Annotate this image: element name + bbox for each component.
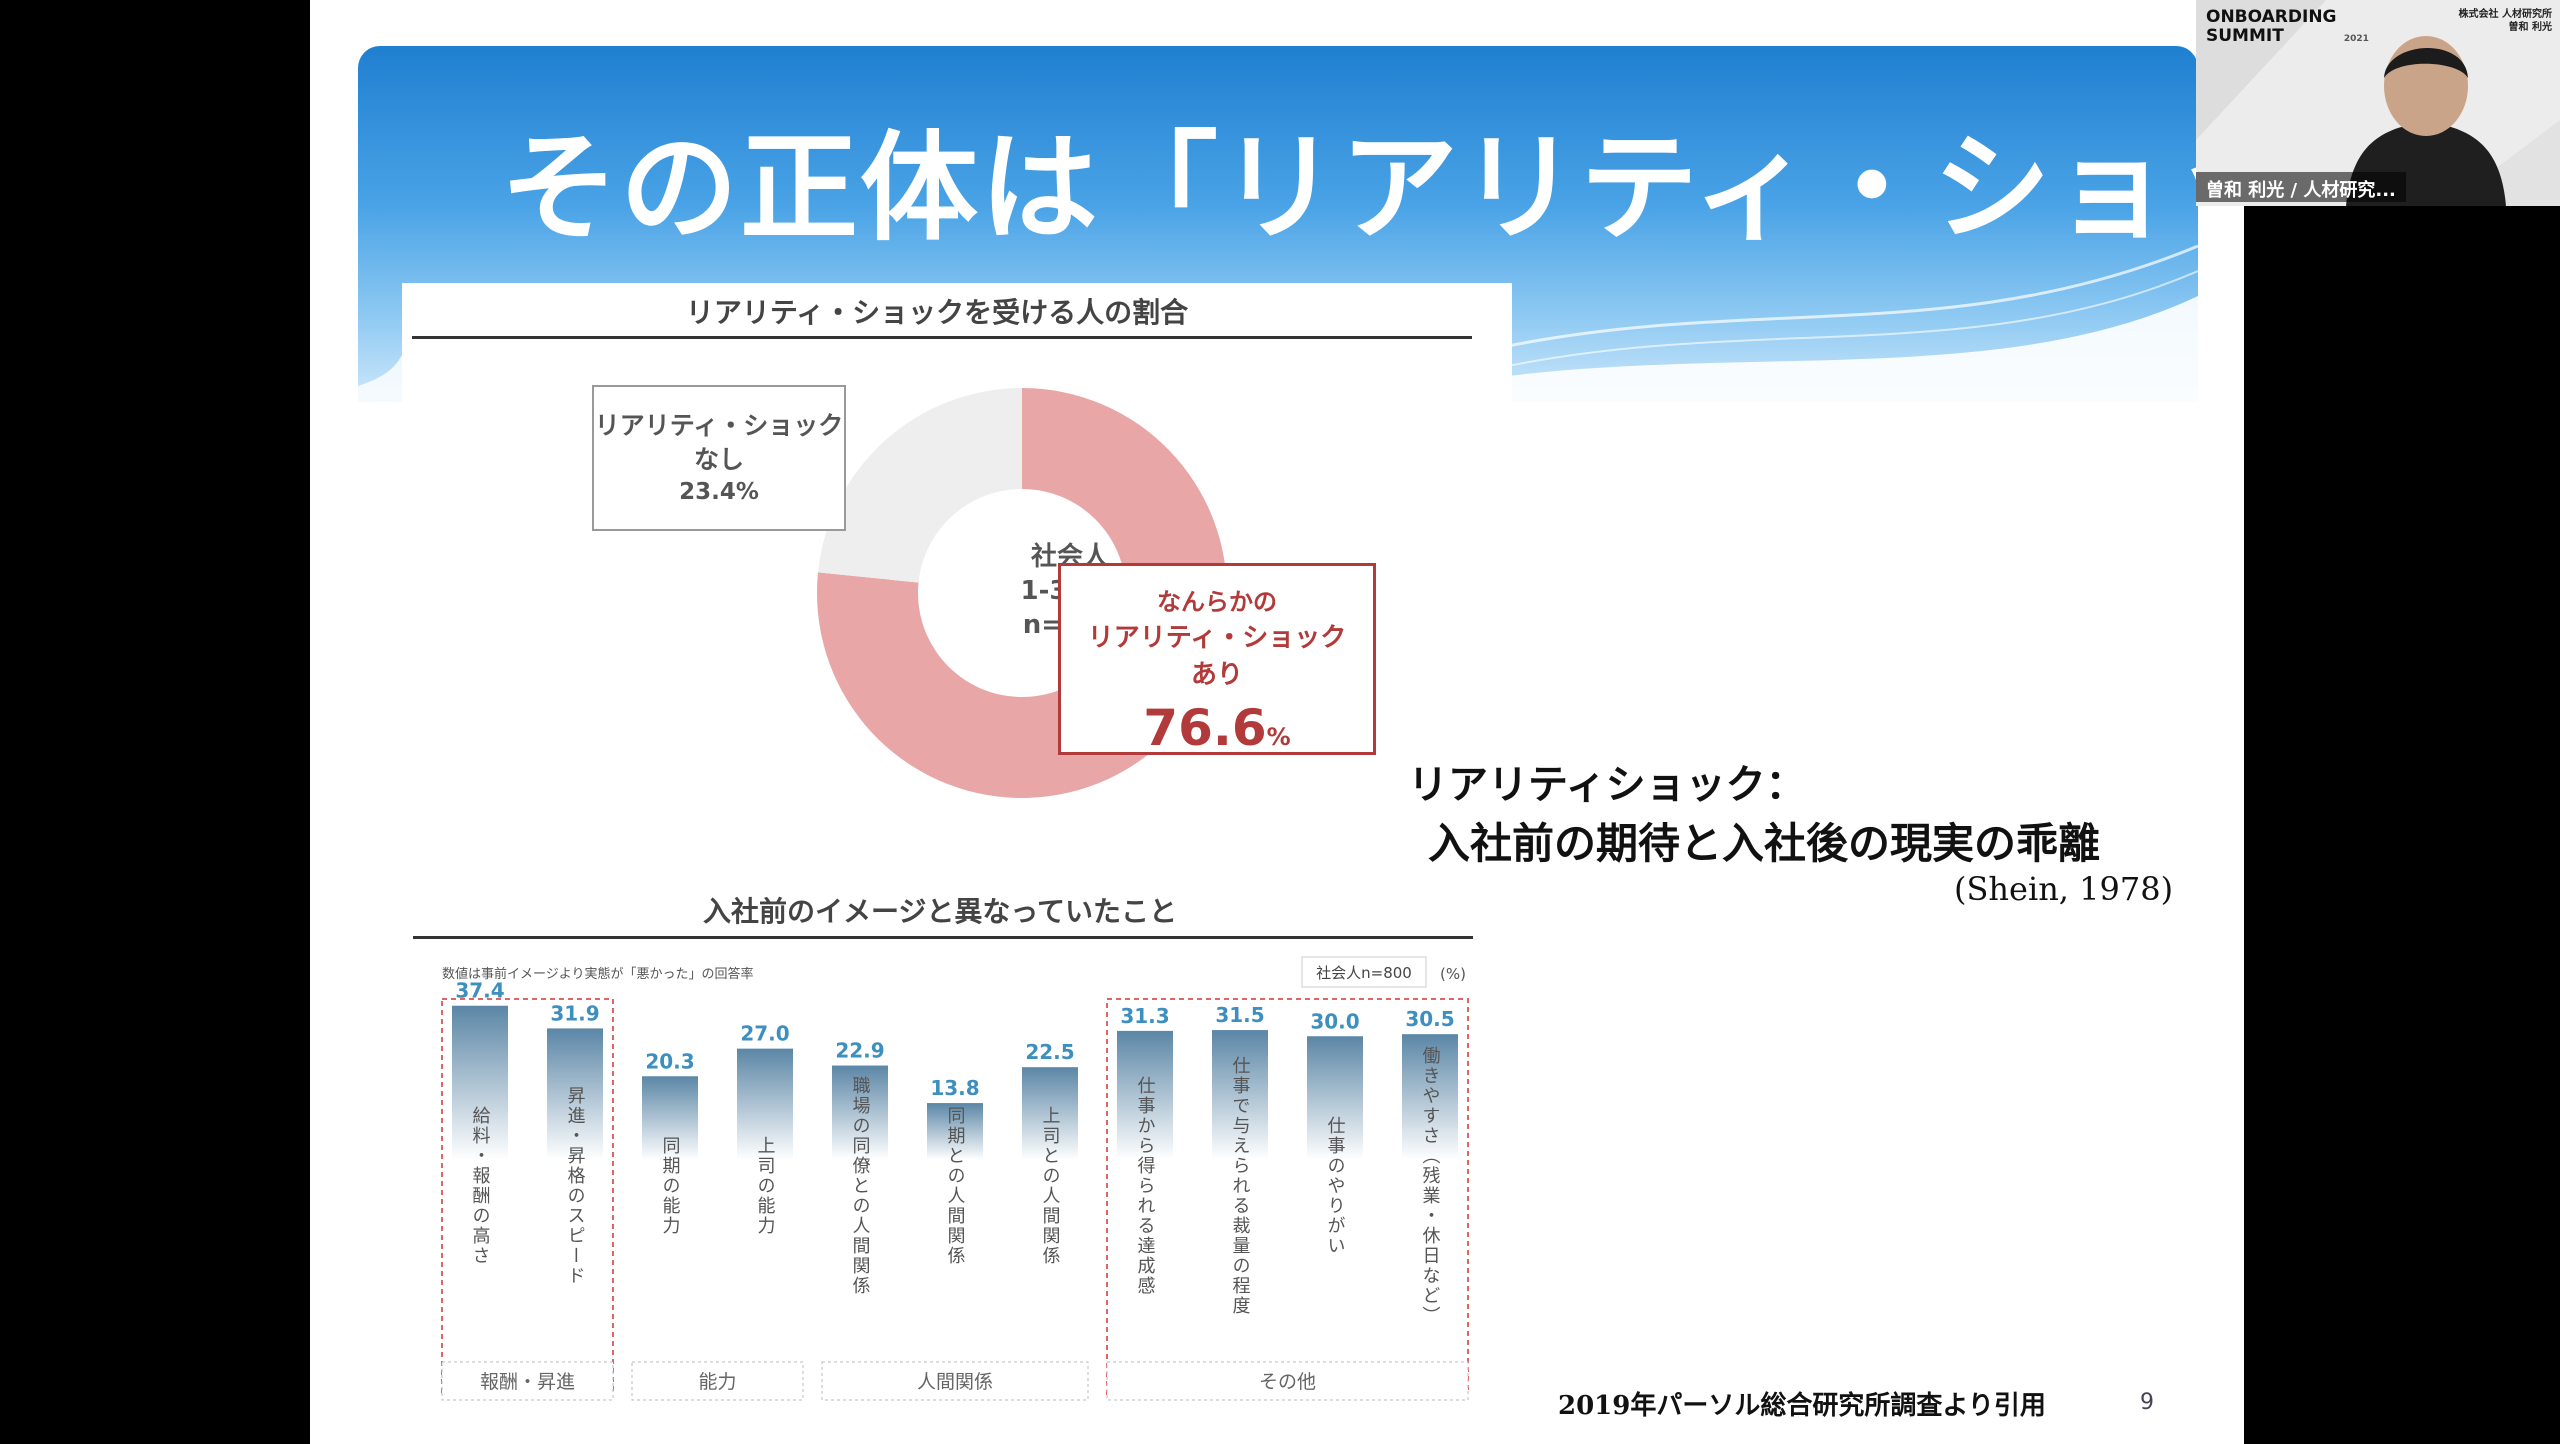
bar-value-label: 22.5 <box>1025 1040 1074 1064</box>
event-logo: ONBOARDING SUMMIT 2021 <box>2206 8 2369 45</box>
sample-box <box>1301 956 1427 988</box>
no-shock-callout: リアリティ・ショック なし 23.4% <box>592 385 846 531</box>
category-label: 同期との人間関係 <box>945 1106 966 1266</box>
no-shock-label-2: なし <box>693 444 744 474</box>
bar <box>1212 1030 1268 1160</box>
bar-value-label: 22.9 <box>835 1039 884 1063</box>
bar <box>452 1005 508 1160</box>
category-label: 昇進・昇格のスピード <box>565 1086 586 1286</box>
heading-rule <box>412 336 1472 339</box>
bar-value-label: 31.3 <box>1120 1004 1169 1028</box>
shock-callout: なんらかの リアリティ・ショック あり 76.6% <box>1058 563 1376 757</box>
event-line-2: SUMMIT <box>2206 25 2284 46</box>
definition-source: (Shein, 1978) <box>1954 870 2174 908</box>
bar <box>737 1048 793 1160</box>
event-year: 2021 <box>2343 33 2369 44</box>
group-box-reward <box>441 1361 614 1401</box>
bar-value-label: 20.3 <box>645 1049 694 1073</box>
group-box-ability <box>631 1361 804 1401</box>
group-label-other: その他 <box>1259 1371 1316 1393</box>
group-box-other <box>1106 1361 1469 1401</box>
bar-value-label: 31.5 <box>1215 1003 1264 1027</box>
participant-name-bar: 曽和 利光 / 人材研究... <box>2196 172 2406 202</box>
category-label: 職場の同僚との人間関係 <box>850 1076 871 1296</box>
bar <box>1402 1034 1458 1160</box>
unit-label: (%) <box>1440 965 1466 983</box>
group-label-reward: 報酬・昇進 <box>480 1371 575 1393</box>
bar <box>832 1065 888 1160</box>
shock-label-2: リアリティ・ショック <box>1087 623 1347 653</box>
group-box-relations <box>821 1361 1089 1401</box>
presentation-slide: その正体は「リアリティ・ショック」 リアリティ・ショックを受ける人の割合 社会人… <box>310 0 2244 1444</box>
speaker-video[interactable]: ONBOARDING SUMMIT 2021 株式会社 人材研究所 曽和 利光 曽… <box>2196 0 2560 206</box>
bar-value-label: 30.0 <box>1310 1009 1359 1033</box>
bar <box>1117 1030 1173 1160</box>
bar <box>642 1076 698 1160</box>
sample-size: 社会人n=800 <box>1316 964 1412 982</box>
bar-value-label: 13.8 <box>930 1076 979 1100</box>
group-label-relations: 人間関係 <box>917 1371 993 1393</box>
shock-value: 76.6 <box>1143 699 1267 757</box>
category-label: 働きやすさ（残業・休日など） <box>1420 1046 1441 1326</box>
bar <box>1307 1036 1363 1160</box>
company-name: 株式会社 人材研究所 <box>2458 9 2552 20</box>
bar-value-label: 37.4 <box>455 979 504 1003</box>
category-label: 上司の能力 <box>755 1136 776 1236</box>
event-line-1: ONBOARDING <box>2206 7 2337 27</box>
shock-label-1: なんらかの <box>1157 588 1277 616</box>
category-label: 上司との人間関係 <box>1040 1106 1061 1266</box>
no-shock-percent: 23.4% <box>679 478 759 505</box>
category-label: 仕事から得られる達成感 <box>1135 1076 1156 1296</box>
event-line-2-row: SUMMIT 2021 <box>2206 25 2369 46</box>
bar-heading-rule <box>413 936 1473 939</box>
bar-value-label: 27.0 <box>740 1022 789 1046</box>
citation: 2019年パーソル総合研究所調査より引用 <box>1558 1391 2046 1421</box>
bar-value-label: 30.5 <box>1405 1007 1454 1031</box>
group-label-ability: 能力 <box>698 1371 736 1393</box>
speaker-small-name: 曽和 利光 <box>2508 22 2552 33</box>
slide-title: その正体は「リアリティ・ショック」 <box>500 118 2244 257</box>
definition-term: リアリティショック： <box>1408 761 1806 808</box>
definition-meaning: 入社前の期待と入社後の現実の乖離 <box>1428 819 2101 868</box>
no-shock-label-1: リアリティ・ショック <box>594 411 844 440</box>
speaker-hair <box>2384 47 2468 78</box>
category-label: 給料・報酬の高さ <box>470 1106 491 1266</box>
bar <box>547 1028 603 1160</box>
shock-label-3: あり <box>1190 660 1243 690</box>
category-label: 同期の能力 <box>660 1136 681 1236</box>
page-number: 9 <box>2140 1390 2154 1415</box>
shock-unit: % <box>1266 723 1291 751</box>
bar-chart: 数値は事前イメージより実態が「悪かった」の回答率 社会人n=800 (%) 報酬… <box>441 956 1469 1401</box>
bar-chart-title: 入社前のイメージと異なっていたこと <box>702 895 1178 928</box>
donut-panel: リアリティ・ショックを受ける人の割合 社会人 1-3年目 n=800 リアリティ… <box>402 283 1512 823</box>
company-info: 株式会社 人材研究所 曽和 利光 <box>2459 8 2552 34</box>
donut-heading: リアリティ・ショックを受ける人の割合 <box>685 296 1189 329</box>
bar <box>1022 1067 1078 1160</box>
bar <box>927 1103 983 1160</box>
category-label: 仕事のやりがい <box>1325 1116 1346 1256</box>
wave-decoration <box>358 244 2198 402</box>
category-label: 仕事で与えられる裁量の程度 <box>1230 1056 1251 1316</box>
shock-percent: 76.6% <box>1061 699 1373 757</box>
chart-subtitle: 数値は事前イメージより実態が「悪かった」の回答率 <box>442 966 753 982</box>
bar-value-label: 31.9 <box>550 1001 599 1025</box>
video-background <box>2196 0 2560 206</box>
